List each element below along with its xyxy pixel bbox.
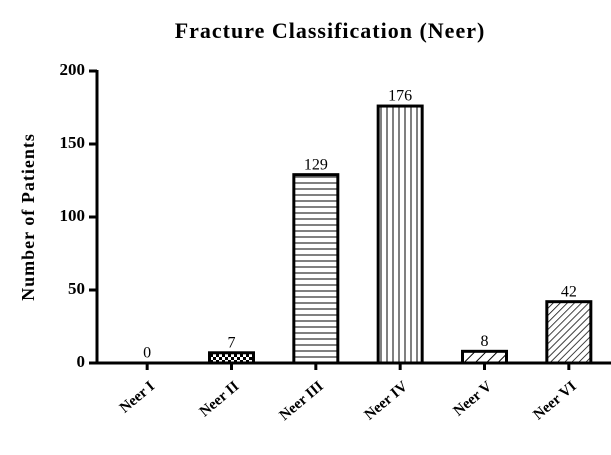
chart-title: Fracture Classification (Neer) <box>175 18 486 43</box>
x-tick-label: Neer I <box>117 378 158 416</box>
y-tick-label: 150 <box>60 133 86 152</box>
x-tick-label: Neer V <box>451 378 496 419</box>
y-axis-label: Number of Patients <box>18 133 38 301</box>
x-tick-label: Neer III <box>277 378 327 424</box>
y-tick-label: 200 <box>60 60 86 79</box>
x-tick-label: Neer II <box>197 378 243 420</box>
data-label: 7 <box>228 334 236 351</box>
bar <box>461 349 508 365</box>
y-tick-label: 100 <box>60 206 86 225</box>
data-label: 8 <box>481 333 489 350</box>
data-label: 42 <box>561 283 577 300</box>
bar <box>292 173 340 365</box>
bar <box>545 300 593 365</box>
data-label: 129 <box>304 156 328 173</box>
data-label: 176 <box>388 88 412 105</box>
bar <box>208 351 255 365</box>
x-tick-label: Neer VI <box>531 378 580 423</box>
data-label: 0 <box>143 345 151 362</box>
y-tick-label: 50 <box>68 279 85 298</box>
y-tick-label: 0 <box>77 352 86 371</box>
x-tick-label: Neer IV <box>362 378 411 423</box>
bar <box>376 104 424 365</box>
